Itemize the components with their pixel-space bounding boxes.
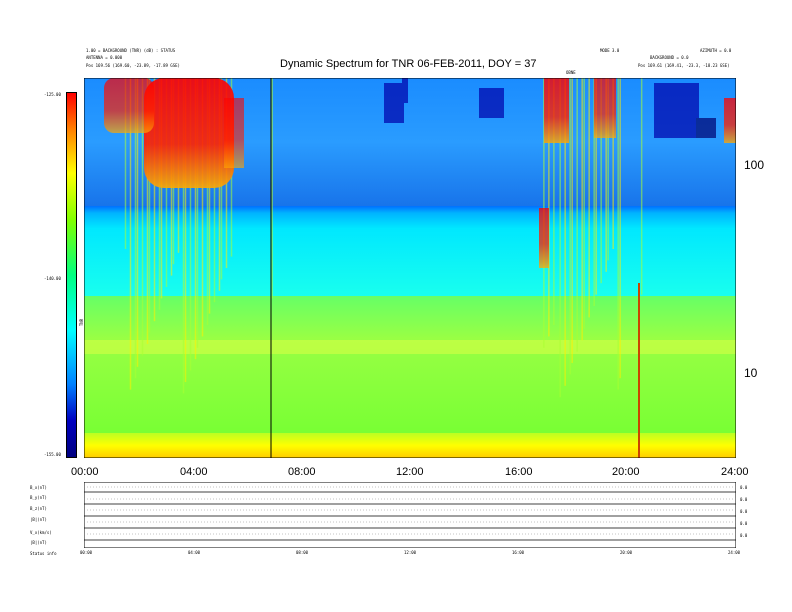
panel-label-2: B_y(nT) — [30, 495, 47, 500]
burst-streak — [158, 78, 161, 310]
burst-streak — [595, 78, 597, 295]
panel-x-tick-1: 04:00 — [188, 550, 201, 555]
burst-streak — [607, 78, 609, 261]
burst-streak — [593, 78, 595, 306]
burst-streak — [160, 78, 163, 299]
panel-label-1: B_x(nT) — [30, 485, 47, 490]
panel-traces — [84, 491, 736, 541]
burst-streak — [576, 78, 578, 352]
header-mid-label-b: OBNE — [566, 70, 576, 75]
burst-streak — [564, 78, 566, 386]
burst-streak — [124, 78, 127, 249]
panel-right-label-4: 0.0 — [740, 521, 748, 526]
burst-streak — [134, 78, 137, 379]
header-right-line-3: Pos 169.61 (169.41, -23.3, -18.23 GSE) — [638, 63, 730, 68]
burst-streak — [605, 78, 607, 272]
panel-right-label-5: 0.0 — [740, 533, 748, 538]
small-panels — [84, 482, 736, 548]
burst-streak — [129, 78, 132, 390]
panel-label-3: B_z(nT) — [30, 506, 47, 511]
panel-x-tick-4: 16:00 — [512, 550, 525, 555]
burst-streak — [600, 78, 602, 284]
panel-label-4: |B|(nT) — [30, 517, 47, 522]
burst-streak — [619, 78, 621, 379]
x-tick-2000: 20:00 — [612, 466, 640, 478]
panel-x-tick-6: 24:00 — [728, 550, 741, 555]
burst-streak — [146, 78, 149, 344]
burst-streak — [612, 78, 614, 249]
burst-streak — [184, 78, 187, 382]
x-tick-0400: 04:00 — [180, 466, 208, 478]
mid-frequency-line — [84, 340, 736, 354]
chart-title: Dynamic Spectrum for TNR 06-FEB-2011, DO… — [280, 58, 537, 70]
y-tick-label-100: 100 — [744, 158, 765, 172]
burst-streak — [571, 78, 573, 363]
panel-label-6: |B|(nT) — [30, 540, 47, 545]
band-cyan — [84, 206, 736, 296]
burst-streak — [136, 78, 139, 367]
panel-right-label-2: 0.0 — [740, 497, 748, 502]
colorbar-tick-top: -125.00 — [44, 92, 61, 97]
spectrogram — [84, 78, 736, 458]
y-tick-label-10: 10 — [744, 366, 758, 380]
band-green — [84, 296, 736, 438]
burst-streak — [548, 78, 550, 337]
header-left-line-1: 1.00 = BACKGROUND (TNR) (dB) : STATUS — [86, 48, 176, 53]
burst-streak — [148, 78, 151, 333]
burst-streak — [213, 78, 216, 303]
burst-streak — [588, 78, 590, 318]
panel-x-tick-3: 12:00 — [404, 550, 417, 555]
burst-streak — [194, 78, 197, 360]
burst-streak — [189, 78, 192, 371]
red-bursts — [104, 78, 736, 268]
panel-right-label-1: 0.0 — [740, 485, 748, 490]
burst-streak — [201, 78, 204, 337]
burst-streak — [206, 78, 209, 325]
burst-streak — [583, 78, 585, 329]
x-tick-1600: 16:00 — [505, 466, 533, 478]
panel-right-label-3: 0.0 — [740, 509, 748, 514]
burst-streak — [559, 78, 561, 398]
header-left-line-2: ANTENNA = 0.000 — [86, 55, 123, 60]
burst-streak — [640, 78, 643, 295]
header-mid-label-a: MODE 3.0 — [600, 48, 620, 53]
x-tick-1200: 12:00 — [396, 466, 424, 478]
burst-streak — [141, 78, 144, 356]
panel-noise — [84, 486, 736, 535]
status-label: Status info — [30, 551, 57, 556]
panel-label-5: V_x(km/s) — [30, 530, 52, 535]
colorbar-tick-mid: -140.00 — [44, 276, 61, 281]
colorbar — [66, 92, 77, 458]
burst-streak — [196, 78, 199, 348]
burst-streak — [617, 78, 619, 390]
burst-streak — [271, 78, 273, 299]
panel-x-tick-5: 20:00 — [620, 550, 633, 555]
x-tick-2400: 24:00 — [721, 466, 749, 478]
colorbar-tick-bottom: -155.00 — [44, 452, 61, 457]
header-right-line-2: BACKGROUND = 0.0 — [650, 55, 689, 60]
dark-blue-patches — [384, 78, 716, 138]
burst-streak — [553, 78, 555, 325]
burst-streak — [153, 78, 156, 322]
burst-streak — [581, 78, 583, 341]
panel-x-tick-0: 00:00 — [80, 550, 93, 555]
band-yellow — [84, 433, 736, 458]
header-right-line-1: AZIMUTH = 0.0 — [700, 48, 732, 53]
burst-streak — [569, 78, 571, 375]
burst-streak — [182, 78, 185, 394]
header-left-line-3: Pos 169.56 (169.60, -23.89, -17.89 GSE) — [86, 63, 180, 68]
x-tick-0800: 08:00 — [288, 466, 316, 478]
x-tick-0000: 00:00 — [71, 466, 99, 478]
burst-streak — [208, 78, 211, 314]
panel-x-tick-2: 08:00 — [296, 550, 309, 555]
